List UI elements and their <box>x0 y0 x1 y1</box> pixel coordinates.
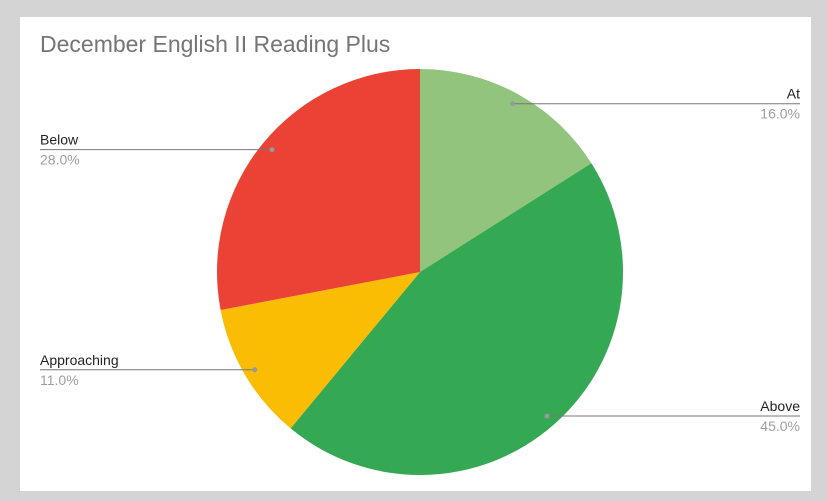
slice-value-label: 45.0% <box>760 418 800 434</box>
slice-label: Below <box>40 132 79 148</box>
chart-title: December English II Reading Plus <box>40 31 390 57</box>
slice-value-label: 28.0% <box>40 152 80 168</box>
pie-slice <box>420 69 592 272</box>
slice-value-label: 16.0% <box>760 106 800 122</box>
leader-dot <box>269 147 275 153</box>
slice-label: At <box>787 86 800 102</box>
leader-dot <box>544 413 550 419</box>
slice-value-label: 11.0% <box>40 372 79 388</box>
leader-dot <box>252 367 258 373</box>
leader-dot <box>510 101 516 107</box>
pie-slice <box>290 163 623 475</box>
pie-slice <box>220 272 420 429</box>
slice-label: Approaching <box>40 352 119 368</box>
pie-slice <box>217 69 420 311</box>
slice-label: Above <box>760 398 800 414</box>
